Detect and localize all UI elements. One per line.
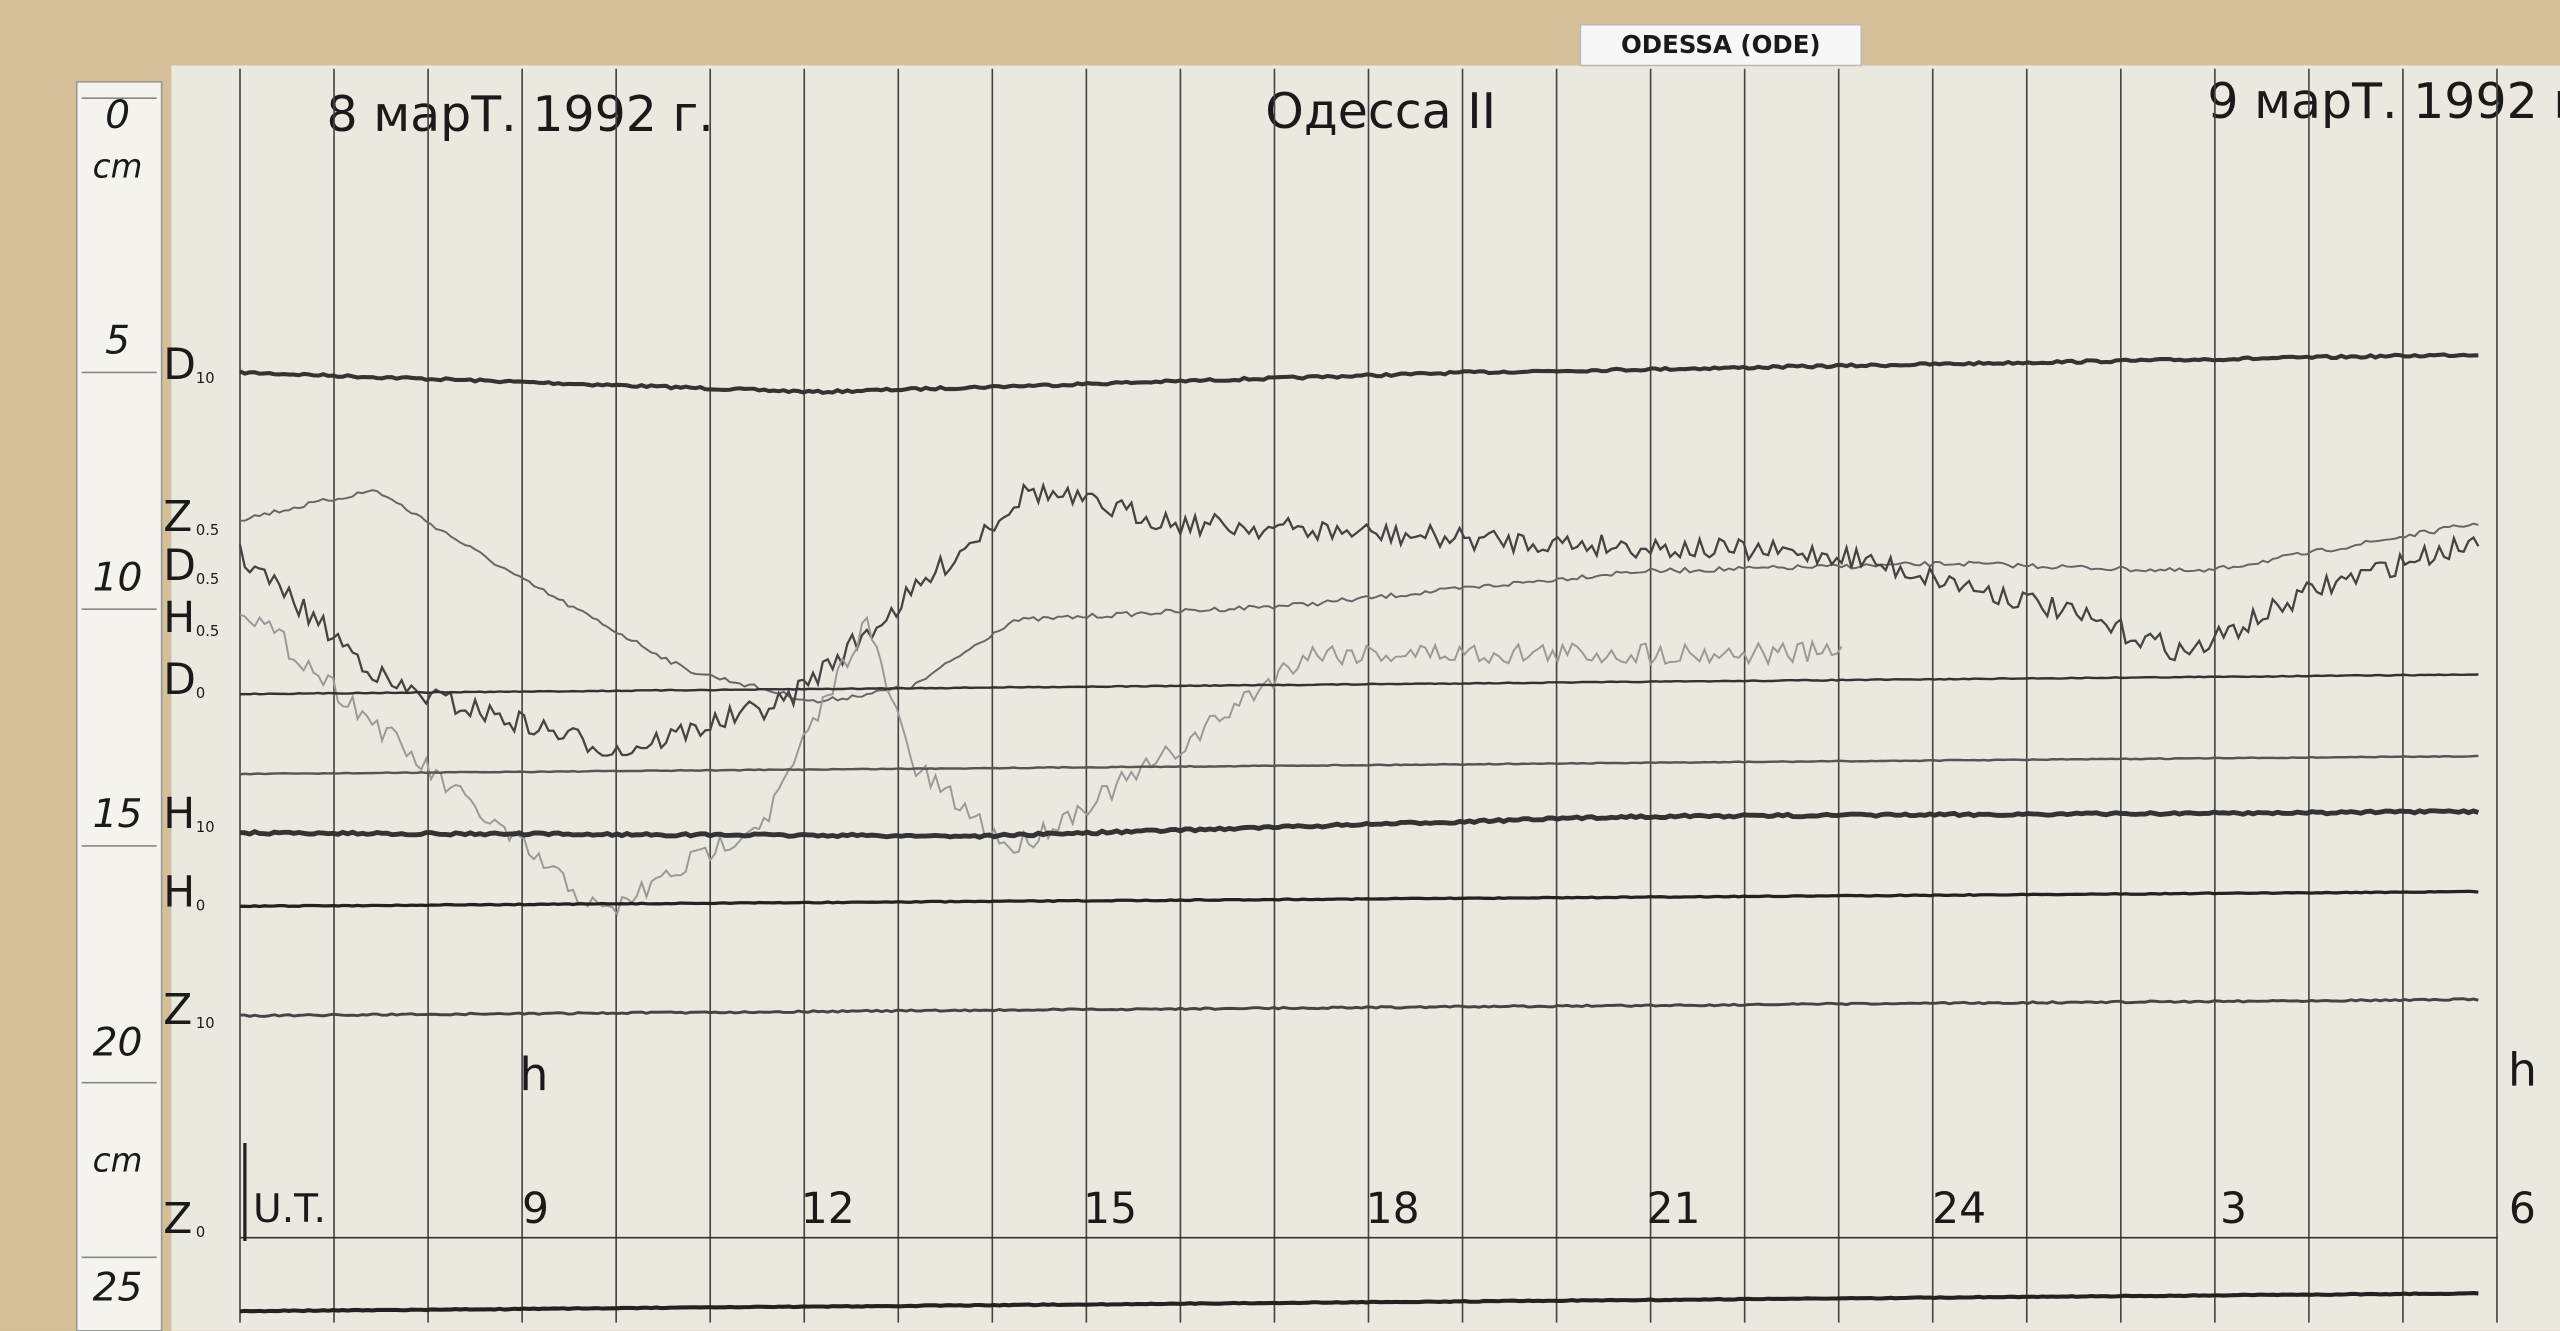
trace-letter: H	[163, 594, 195, 643]
ruler-label: 25	[93, 1265, 143, 1310]
hour-label: 6	[2509, 1185, 2536, 1234]
hour-label: 21	[1646, 1185, 1700, 1234]
station-label-box	[1579, 23, 1863, 67]
trace-d05	[240, 489, 2479, 704]
trace-base	[239, 754, 2479, 776]
trace-subscript: 10	[196, 819, 215, 836]
hour-label: 3	[2220, 1185, 2247, 1234]
hour-label: 24	[1932, 1185, 1986, 1234]
trace-letter: Z	[163, 986, 192, 1035]
trace-subscript: 0	[196, 897, 205, 914]
ruler-label: 20	[93, 1021, 143, 1066]
station-label: ODESSA (ODE)	[1621, 30, 1821, 59]
timescale-label: U.T.	[253, 1187, 326, 1232]
ruler-label: 15	[93, 792, 143, 837]
hour-label: 18	[1366, 1185, 1420, 1234]
trace-letter: H	[163, 868, 195, 917]
trace-d0	[239, 673, 2479, 696]
station-title: Одесса II	[1265, 83, 1496, 140]
left-date: 8 марТ. 1992 г.	[327, 86, 714, 143]
hour-unit: h	[519, 1048, 548, 1101]
hour-label: 15	[1083, 1185, 1137, 1234]
trace-subscript: 0.5	[196, 522, 219, 539]
trace-subscript: 0.5	[196, 571, 219, 588]
trace-z05	[238, 481, 2480, 757]
trace-subscript: 0	[196, 685, 205, 702]
trace-subscript: 0.5	[196, 623, 219, 640]
hour-unit: h	[2508, 1043, 2537, 1096]
trace-letter: D	[163, 656, 196, 705]
trace-letter: Z	[163, 1195, 192, 1244]
trace-subscript: 10	[196, 1015, 215, 1032]
trace-letter: Z	[163, 493, 192, 542]
trace-z10	[240, 997, 2479, 1018]
trace-subscript: 10	[196, 370, 215, 387]
ruler-label: cm	[93, 1142, 143, 1180]
right-date: 9 марТ. 1992 г.	[2207, 73, 2560, 130]
trace-z0	[239, 1291, 2479, 1314]
trace-h10	[239, 808, 2480, 840]
trace-letter: H	[163, 790, 195, 839]
ruler-strip	[75, 81, 163, 1331]
ruler-label: 0	[105, 93, 130, 138]
hour-label: 12	[801, 1185, 855, 1234]
trace-letter: D	[163, 542, 196, 591]
trace-h0	[240, 889, 2479, 909]
hour-label: 9	[522, 1185, 549, 1234]
trace-subscript: 0	[196, 1224, 205, 1241]
ruler-label: 5	[105, 319, 130, 364]
ruler-label: cm	[93, 147, 143, 185]
trace-letter: D	[163, 341, 196, 390]
paper-sheet	[171, 65, 2560, 1331]
trace-d10	[239, 352, 2479, 395]
ruler-label: 10	[93, 555, 143, 600]
